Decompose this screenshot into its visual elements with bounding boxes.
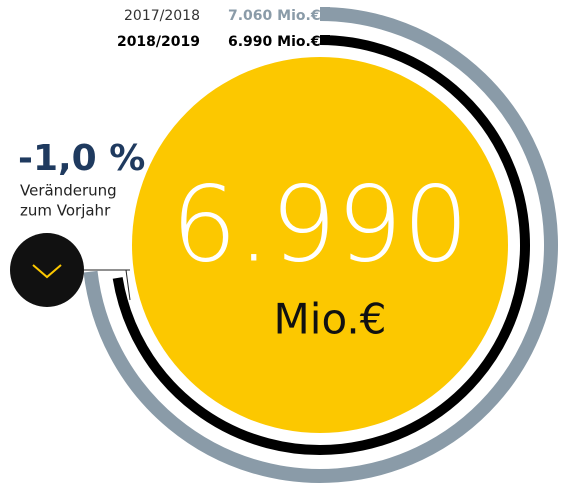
change-text: zum Vorjahr xyxy=(20,202,111,220)
chevron-icon xyxy=(32,264,62,279)
center-value: 6.990 xyxy=(171,163,469,285)
legend-label: 2017/2018 xyxy=(124,8,200,24)
value-label: 6.990 Mio.€ xyxy=(228,34,321,50)
value-label: 7.060 Mio.€ xyxy=(228,8,321,24)
legend-label: 2018/2019 xyxy=(117,34,200,50)
toggle-button[interactable] xyxy=(10,233,84,307)
center-unit: Mio.€ xyxy=(274,295,387,344)
arc-bar xyxy=(112,35,530,455)
change-label: -1,0 % xyxy=(18,138,145,179)
arc-bar xyxy=(83,7,558,483)
connector xyxy=(125,269,131,301)
center-circle xyxy=(132,57,508,433)
change-text: Veränderung xyxy=(20,182,117,200)
